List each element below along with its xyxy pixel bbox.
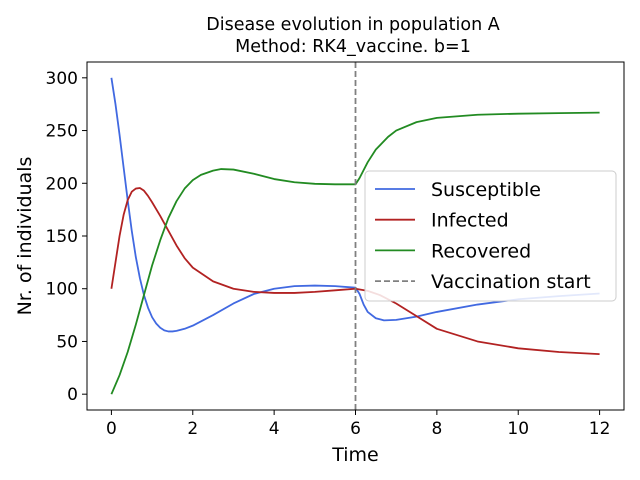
x-tick-label: 0 — [106, 419, 117, 439]
x-tick-label: 8 — [431, 419, 442, 439]
x-tick-label: 12 — [589, 419, 611, 439]
y-tick-label: 100 — [46, 280, 78, 300]
y-axis-label: Nr. of individuals — [14, 157, 36, 316]
y-tick-label: 300 — [46, 69, 78, 89]
x-tick-label: 10 — [507, 419, 529, 439]
legend-label: Vaccination start — [431, 271, 591, 293]
y-tick-label: 250 — [46, 122, 78, 142]
x-axis: 0 2 4 6 8 10 12 — [106, 410, 610, 439]
plot-area — [110, 62, 600, 410]
x-tick-label: 4 — [269, 419, 280, 439]
chart-subtitle: Method: RK4_vaccine. b=1 — [235, 37, 471, 57]
y-tick-label: 200 — [46, 174, 78, 194]
series-line-recovered — [110, 111, 600, 395]
x-tick-label: 6 — [350, 419, 361, 439]
y-tick-label: 0 — [67, 385, 78, 405]
legend-box — [364, 170, 617, 302]
legend-label: Infected — [431, 210, 509, 232]
legend: Susceptible Infected Recovered Vaccination … — [364, 170, 617, 302]
y-tick-label: 150 — [46, 227, 78, 247]
x-tick-label: 2 — [187, 419, 198, 439]
legend-label: Recovered — [431, 240, 531, 262]
chart-title: Disease evolution in population A — [206, 15, 499, 35]
legend-label: Susceptible — [431, 179, 541, 201]
y-tick-label: 50 — [56, 332, 78, 352]
series-line-susceptible — [110, 77, 600, 333]
x-axis-label: Time — [331, 444, 379, 466]
y-axis: 0 50 100 150 200 250 300 — [46, 69, 87, 405]
series-line-infected — [110, 187, 600, 356]
